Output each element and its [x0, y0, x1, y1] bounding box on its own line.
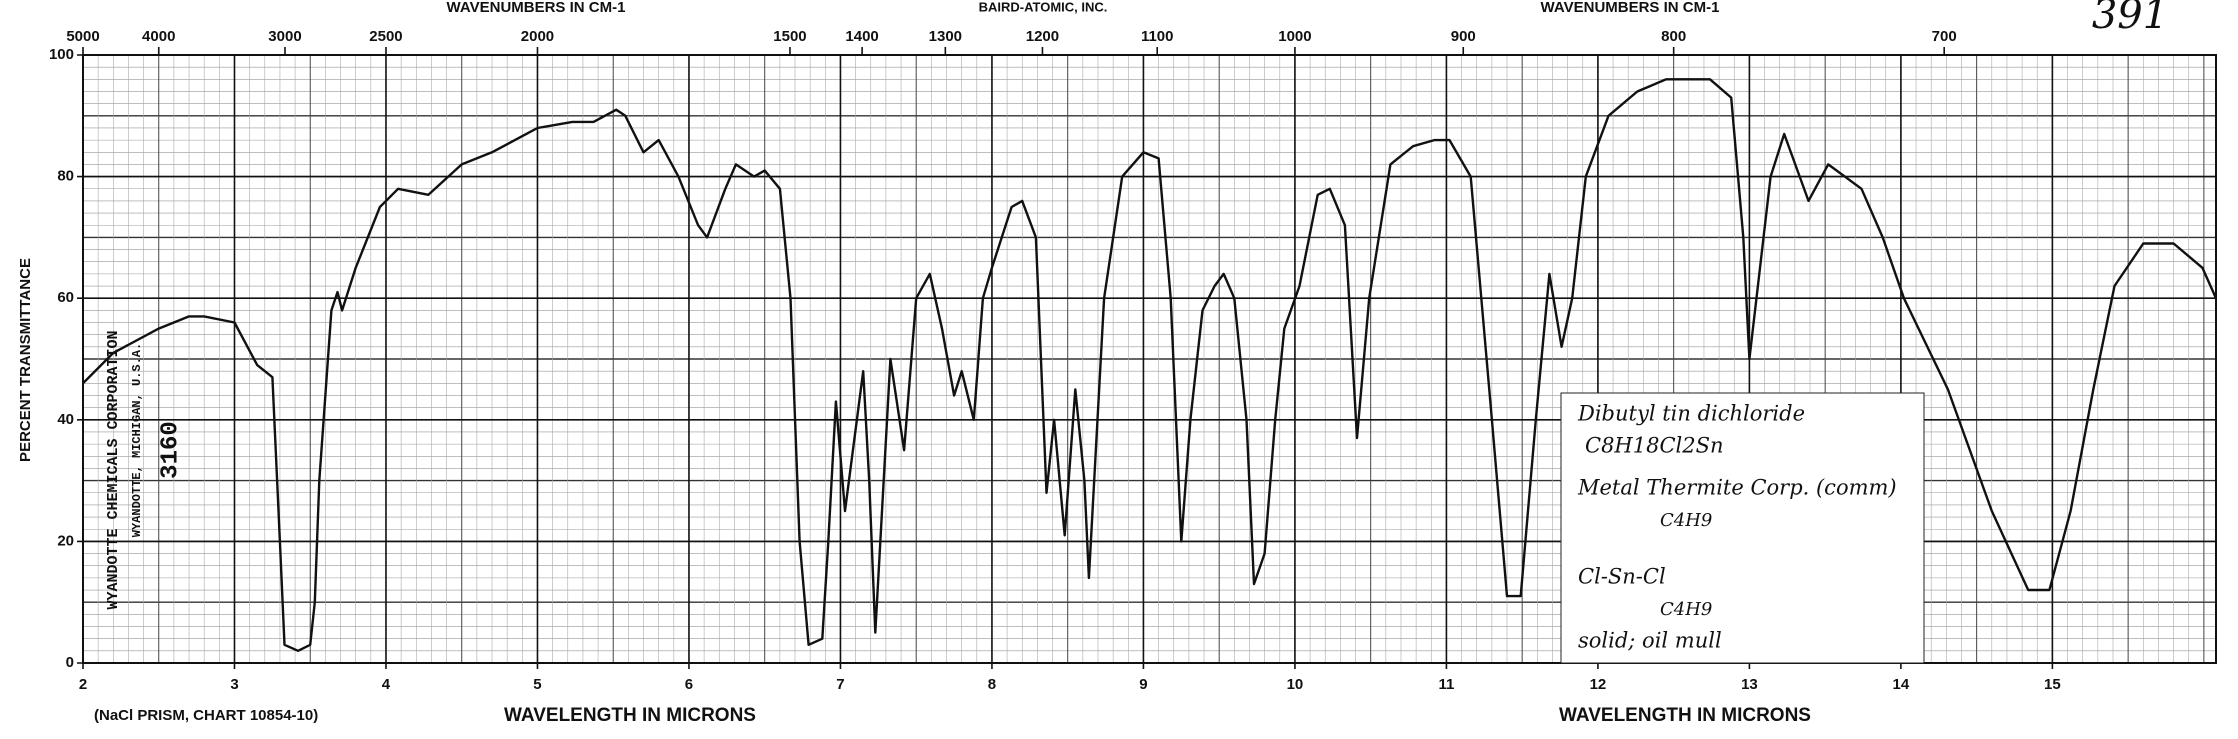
stamp-line: WYANDOTTE CHEMICALS CORPORATION	[105, 330, 122, 609]
x2-tick-label: 1300	[929, 28, 962, 45]
x-tick-label: 14	[1893, 676, 1910, 693]
y-axis-label: PERCENT TRANSMITTANCE	[17, 258, 34, 462]
x-tick-label: 2	[79, 676, 87, 693]
x2-tick-label: 3000	[268, 28, 301, 45]
annotation-box	[1560, 392, 1925, 664]
x-axis-label: WAVELENGTH IN MICRONS	[1559, 705, 1811, 726]
x2-tick-label: 4000	[142, 28, 175, 45]
annotation-line: C4H9	[1660, 510, 1712, 531]
x2-tick-label: 5000	[66, 28, 99, 45]
y-tick-label: 80	[57, 168, 74, 185]
axes: 0 20 40 60 80 100 2 3 4 5 6 7 8 9 10 11 12 13 14 15 5000 4000…	[49, 28, 2217, 693]
x2-tick-label: 2000	[521, 28, 554, 45]
x-tick-label: 12	[1590, 676, 1607, 693]
y-tick-label: 60	[57, 289, 74, 306]
header-left: WAVENUMBERS IN CM-1	[447, 0, 626, 16]
y-tick-label: 100	[49, 46, 74, 63]
x-tick-label: 8	[988, 676, 996, 693]
x-tick-label: 13	[1741, 676, 1758, 693]
handwritten-number: 391	[2092, 0, 2168, 38]
x2-tick-label: 700	[1932, 28, 1957, 45]
annotation-line: C8H18Cl2Sn	[1585, 434, 1724, 458]
x2-tick-label: 1100	[1141, 28, 1174, 45]
stamp: WYANDOTTE CHEMICALS CORPORATION WYANDOTT…	[105, 330, 184, 609]
x2-tick-label: 900	[1451, 28, 1476, 45]
x-tick-label: 11	[1438, 676, 1454, 693]
x2-tick-label: 1200	[1026, 28, 1059, 45]
x-tick-label: 5	[533, 676, 541, 693]
x-tick-label: 10	[1287, 676, 1304, 693]
x-tick-label: 3	[230, 676, 238, 693]
footnote: (NaCl PRISM, CHART 10854-10)	[94, 707, 318, 724]
x2-tick-label: 2500	[369, 28, 402, 45]
x2-tick-label: 1500	[773, 28, 806, 45]
plot	[82, 78, 2218, 652]
annotation-line: C4H9	[1660, 599, 1712, 620]
x-axis-label: WAVELENGTH IN MICRONS	[504, 705, 756, 726]
x-tick-label: 6	[685, 676, 693, 693]
x-tick-label: 4	[382, 676, 391, 693]
y-tick-label: 0	[66, 654, 74, 671]
header-right: WAVENUMBERS IN CM-1	[1541, 0, 1720, 16]
annotation-line: Metal Thermite Corp. (comm)	[1577, 476, 1897, 500]
x-tick-label: 9	[1139, 676, 1147, 693]
annotation: Dibutyl tin dichloride C8H18Cl2Sn Metal …	[1577, 402, 1897, 653]
annotation-line: Dibutyl tin dichloride	[1577, 402, 1805, 426]
x-tick-label: 7	[836, 676, 844, 693]
x2-tick-label: 1000	[1278, 28, 1311, 45]
x2-tick-label: 800	[1661, 28, 1686, 45]
x2-tick-label: 1400	[845, 28, 878, 45]
annotation-line: solid; oil mull	[1578, 629, 1722, 653]
stamp-line: 3160	[157, 421, 184, 479]
x-tick-label: 15	[2044, 676, 2061, 693]
stamp-line: WYANDOTTE, MICHIGAN, U.S.A.	[130, 343, 144, 537]
spectrum-line	[82, 78, 2218, 652]
y-tick-label: 20	[57, 532, 74, 549]
annotation-line: Cl-Sn-Cl	[1578, 565, 1666, 589]
y-tick-label: 40	[57, 411, 74, 428]
header-center: BAIRD-ATOMIC, INC.	[979, 0, 1108, 14]
